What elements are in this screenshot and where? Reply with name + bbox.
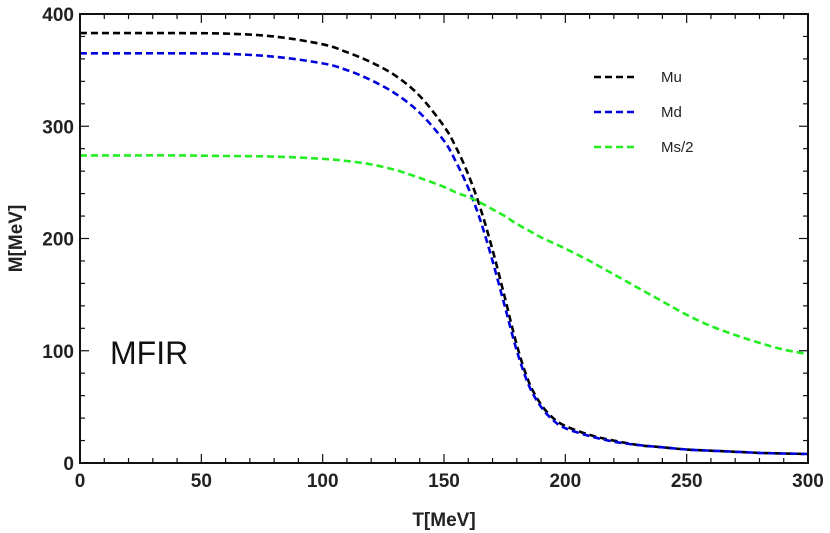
- x-tick-label: 150: [428, 471, 460, 492]
- x-tick-label: 50: [191, 471, 212, 492]
- legend: Mu Md Ms/2: [594, 69, 694, 156]
- series-line-1: [80, 31, 809, 456]
- x-tick-label: 300: [792, 471, 824, 492]
- x-tick-label: 0: [75, 471, 86, 492]
- y-tick-label: 300: [42, 117, 74, 138]
- x-tick-label: 100: [307, 471, 339, 492]
- x-tick-label: 250: [671, 471, 703, 492]
- y-tick-label: 400: [42, 5, 74, 26]
- series-line-3: [80, 154, 809, 356]
- legend-label: Md: [661, 104, 682, 121]
- x-axis-title: T[MeV]: [412, 510, 475, 531]
- series-line-2: [80, 51, 809, 456]
- legend-label: Mu: [661, 69, 682, 86]
- legend-label: Ms/2: [661, 139, 694, 156]
- chart-annotation: MFIR: [110, 335, 188, 371]
- axis-ticks: 0 50 100 150 200 250 300 0 100 200 300 400: [42, 5, 824, 492]
- plot-frame: [79, 13, 809, 464]
- series-curves: [80, 31, 809, 456]
- x-tick-label: 200: [549, 471, 581, 492]
- y-tick-label: 100: [42, 342, 74, 363]
- y-tick-label: 200: [42, 230, 74, 251]
- y-axis-title: M[MeV]: [6, 205, 27, 273]
- y-tick-label: 0: [63, 454, 74, 475]
